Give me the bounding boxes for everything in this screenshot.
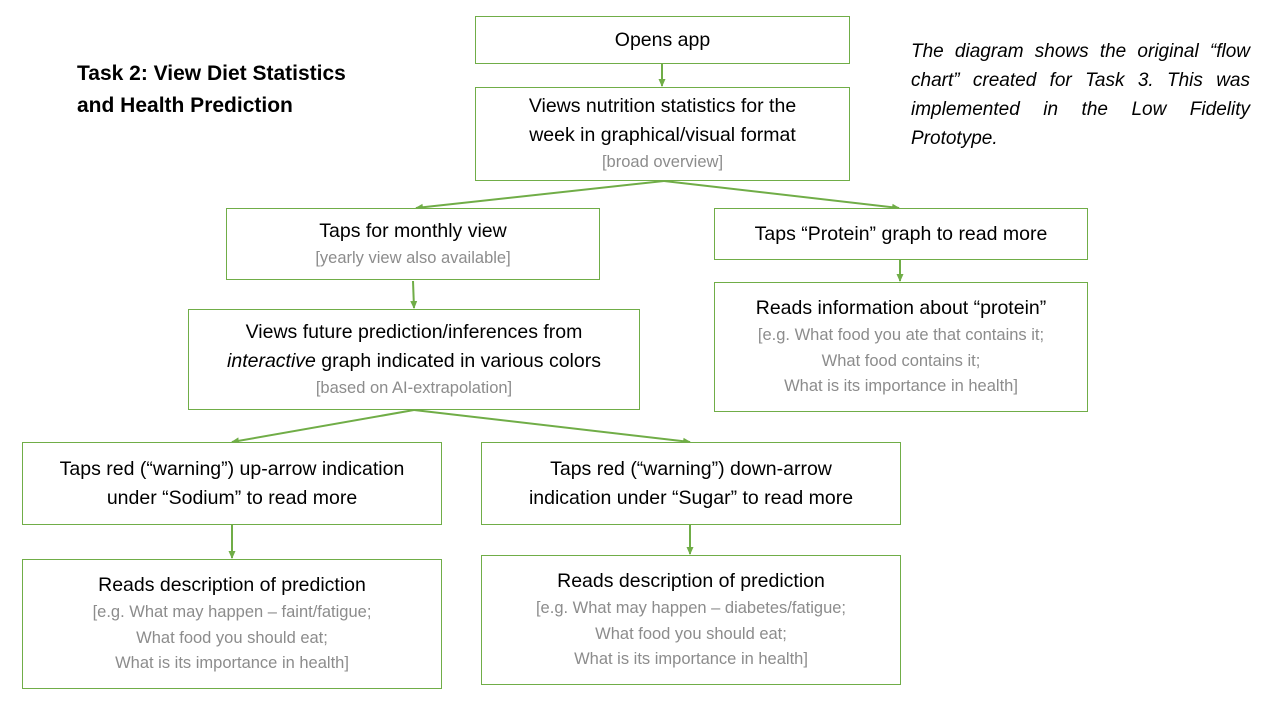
node-views-statistics: Views nutrition statistics for the week …: [475, 87, 850, 181]
emphasis-text: interactive: [227, 349, 316, 372]
node-note: What is its importance in health]: [574, 650, 808, 669]
node-label: under “Sodium” to read more: [106, 486, 358, 509]
title-line-1: Task 2: View Diet Statistics: [77, 62, 346, 85]
arrow-monthly-to-prediction: [410, 280, 418, 309]
node-sugar-read: Reads description of prediction [e.g. Wh…: [481, 555, 901, 685]
node-protein-tap: Taps “Protein” graph to read more: [714, 208, 1088, 260]
node-note: [e.g. What may happen – diabetes/fatigue…: [535, 599, 847, 618]
node-protein-read: Reads information about “protein” [e.g. …: [714, 282, 1088, 412]
node-label: Opens app: [614, 28, 711, 51]
arrow-prediction-to-sugar: [413, 409, 691, 445]
node-sodium-tap: Taps red (“warning”) up-arrow indication…: [22, 442, 442, 525]
node-label: Taps for monthly view: [319, 219, 507, 242]
node-label: indication under “Sugar” to read more: [528, 486, 854, 509]
diagram-title: Task 2: View Diet Statistics and Health …: [77, 58, 407, 122]
node-note: What food contains it;: [821, 351, 981, 370]
node-future-prediction: Views future prediction/inferences from …: [188, 309, 640, 410]
node-note: What is its importance in health]: [784, 377, 1018, 396]
node-note: [e.g. What food you ate that contains it…: [757, 326, 1045, 345]
node-label: Reads information about “protein”: [755, 297, 1047, 320]
node-label: Taps “Protein” graph to read more: [754, 222, 1048, 245]
node-label: Reads description of prediction: [98, 574, 366, 597]
node-note: [based on AI-extrapolation]: [315, 378, 513, 397]
node-label: Taps red (“warning”) down-arrow: [550, 457, 832, 480]
node-opens-app: Opens app: [475, 16, 850, 64]
node-label: Views future prediction/inferences from: [245, 320, 583, 343]
node-note: What food you should eat;: [136, 628, 328, 647]
node-label: Views nutrition statistics for the: [528, 95, 797, 118]
title-line-2: and Health Prediction: [77, 94, 293, 117]
node-sodium-read: Reads description of prediction [e.g. Wh…: [22, 559, 442, 689]
arrow-stats-to-protein: [663, 180, 900, 211]
node-note: What is its importance in health]: [115, 654, 349, 673]
node-note: What food you should eat;: [595, 624, 787, 643]
node-note: [broad overview]: [601, 153, 724, 172]
node-label-line-2: interactive graph indicated in various c…: [227, 347, 601, 376]
arrow-prediction-to-sodium: [231, 409, 415, 445]
node-note: [e.g. What may happen – faint/fatigue;: [92, 603, 372, 622]
caption-note: The diagram shows the original “flow cha…: [911, 41, 1250, 149]
node-monthly-view: Taps for monthly view [yearly view also …: [226, 208, 600, 280]
node-sugar-tap: Taps red (“warning”) down-arrow indicati…: [481, 442, 901, 525]
node-label-rest: graph indicated in various colors: [315, 349, 601, 372]
node-label: week in graphical/visual format: [529, 124, 796, 147]
arrow-stats-to-monthly: [415, 180, 665, 211]
node-label: Reads description of prediction: [557, 570, 825, 593]
node-note: [yearly view also available]: [315, 248, 511, 267]
node-label: Taps red (“warning”) up-arrow indication: [59, 457, 405, 480]
